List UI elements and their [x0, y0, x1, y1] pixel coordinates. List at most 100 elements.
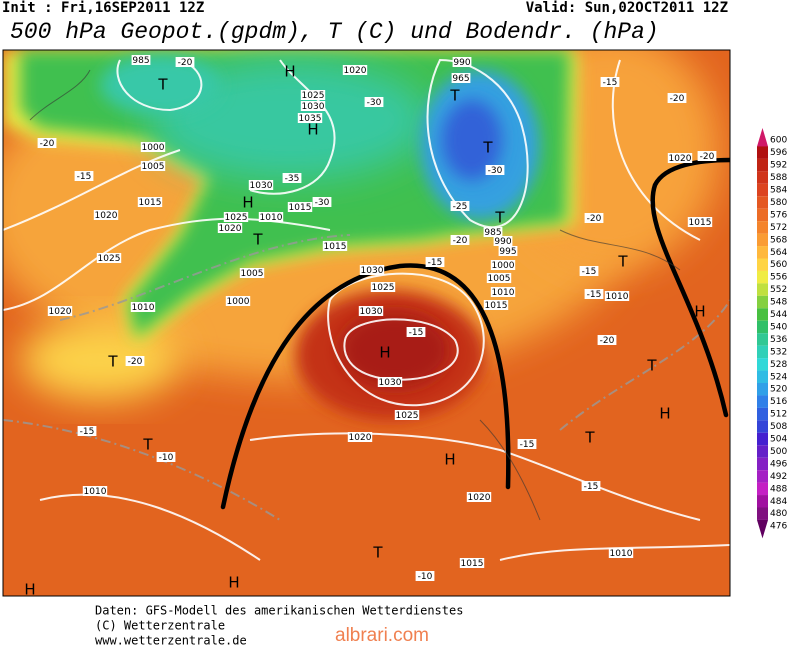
contour-label: 1030	[302, 102, 325, 112]
legend-swatch	[757, 171, 768, 184]
label-box	[82, 486, 108, 496]
contour-label: -15	[80, 427, 95, 437]
label-box	[466, 492, 492, 502]
contour-label: 1005	[488, 274, 511, 284]
label-box	[451, 73, 471, 83]
contour-label: 1005	[142, 162, 165, 172]
contour-label: -30	[367, 98, 382, 108]
legend-swatch	[757, 208, 768, 222]
legend-label: 484	[770, 497, 787, 507]
pressure-center: H	[24, 581, 35, 599]
pressure-center: T	[617, 253, 628, 271]
label-box	[347, 432, 373, 442]
legend-label: 584	[770, 186, 787, 196]
contour-label: 1000	[142, 143, 165, 153]
label-box	[140, 142, 166, 152]
contour-label: 1030	[360, 307, 383, 317]
contour-label: -30	[315, 198, 330, 208]
label-box	[579, 266, 599, 276]
contour-label: 1020	[344, 66, 367, 76]
contour-label: -20	[670, 94, 685, 104]
contour-label: 1035	[299, 114, 322, 124]
legend-label: 544	[770, 310, 787, 320]
legend-swatch	[757, 507, 768, 520]
contour-label: 1020	[49, 307, 72, 317]
legend-label: 516	[770, 397, 787, 407]
legend-label: 520	[770, 385, 787, 395]
legend-label: 512	[770, 410, 787, 420]
pressure-center: H	[228, 574, 239, 592]
legend-swatch	[757, 295, 768, 309]
legend-swatch	[757, 407, 768, 421]
legend-label: 496	[770, 459, 787, 469]
legend-swatch	[757, 270, 768, 284]
pressure-center: T	[584, 429, 595, 447]
contour-label: 1030	[379, 378, 402, 388]
label-box	[131, 55, 151, 65]
contour-label: 985	[132, 56, 149, 66]
legend-swatch	[757, 308, 768, 321]
label-box	[452, 57, 472, 67]
label-box	[584, 213, 604, 223]
legend-label: 508	[770, 422, 787, 432]
contour-label: 1000	[227, 297, 250, 307]
contour-label: 1015	[324, 242, 347, 252]
contour-label: 1005	[241, 269, 264, 279]
legend-swatch	[757, 470, 768, 483]
label-box	[517, 439, 537, 449]
contour-label: 1025	[396, 411, 419, 421]
contour-label: -15	[587, 290, 602, 300]
contour-label: -15	[584, 482, 599, 492]
contour-label: -20	[453, 236, 468, 246]
legend-label: 568	[770, 235, 787, 245]
label-box	[377, 377, 403, 387]
contour-label: 990	[494, 237, 511, 247]
legend-label: 576	[770, 210, 787, 220]
label-box	[358, 306, 384, 316]
label-box	[450, 201, 470, 211]
contour-label: 1015	[461, 559, 484, 569]
pressure-center: T	[482, 139, 493, 157]
label-box	[47, 306, 73, 316]
label-box	[225, 296, 251, 306]
label-box	[312, 197, 332, 207]
contour-label: 1030	[361, 266, 384, 276]
pressure-center: T	[252, 231, 263, 249]
legend-label: 500	[770, 447, 787, 457]
contour-label: 965	[452, 74, 469, 84]
legend-swatch	[757, 233, 768, 247]
footer-line: (C) Wetterzentrale	[95, 619, 225, 633]
legend-label: 564	[770, 248, 787, 258]
label-box	[239, 268, 265, 278]
pressure-center: H	[379, 344, 390, 362]
contour-label: 1015	[289, 203, 312, 213]
pressure-center: T	[646, 357, 657, 375]
legend-label: 524	[770, 372, 787, 382]
label-box	[258, 212, 284, 222]
label-box	[415, 571, 435, 581]
label-box	[297, 113, 323, 123]
contour-label: 1010	[84, 487, 107, 497]
pressure-center: H	[284, 63, 295, 81]
color-legend: 600 596 592 588 584 580 576 572 568 564 560 556 552 5…	[757, 128, 787, 539]
legend-label: 480	[770, 509, 787, 519]
map-field	[3, 50, 730, 596]
contour-label: -15	[582, 267, 597, 277]
legend-label: 492	[770, 472, 787, 482]
contour-label: 1010	[260, 213, 283, 223]
valid-text: Valid: Sun,02OCT2011 12Z	[526, 0, 728, 16]
pressure-center: T	[372, 544, 383, 562]
contour-label: 1025	[302, 91, 325, 101]
label-box	[490, 260, 516, 270]
legend-swatch	[757, 432, 768, 446]
pressure-center: T	[157, 76, 168, 94]
pressure-center: T	[494, 209, 505, 227]
label-box	[137, 197, 163, 207]
label-box	[125, 356, 145, 366]
pressure-center: H	[307, 121, 318, 139]
label-box	[74, 171, 94, 181]
contour-label: 1010	[606, 292, 629, 302]
legend-swatch	[757, 196, 768, 209]
legend-label: 588	[770, 173, 787, 183]
contour-label: 1010	[610, 549, 633, 559]
